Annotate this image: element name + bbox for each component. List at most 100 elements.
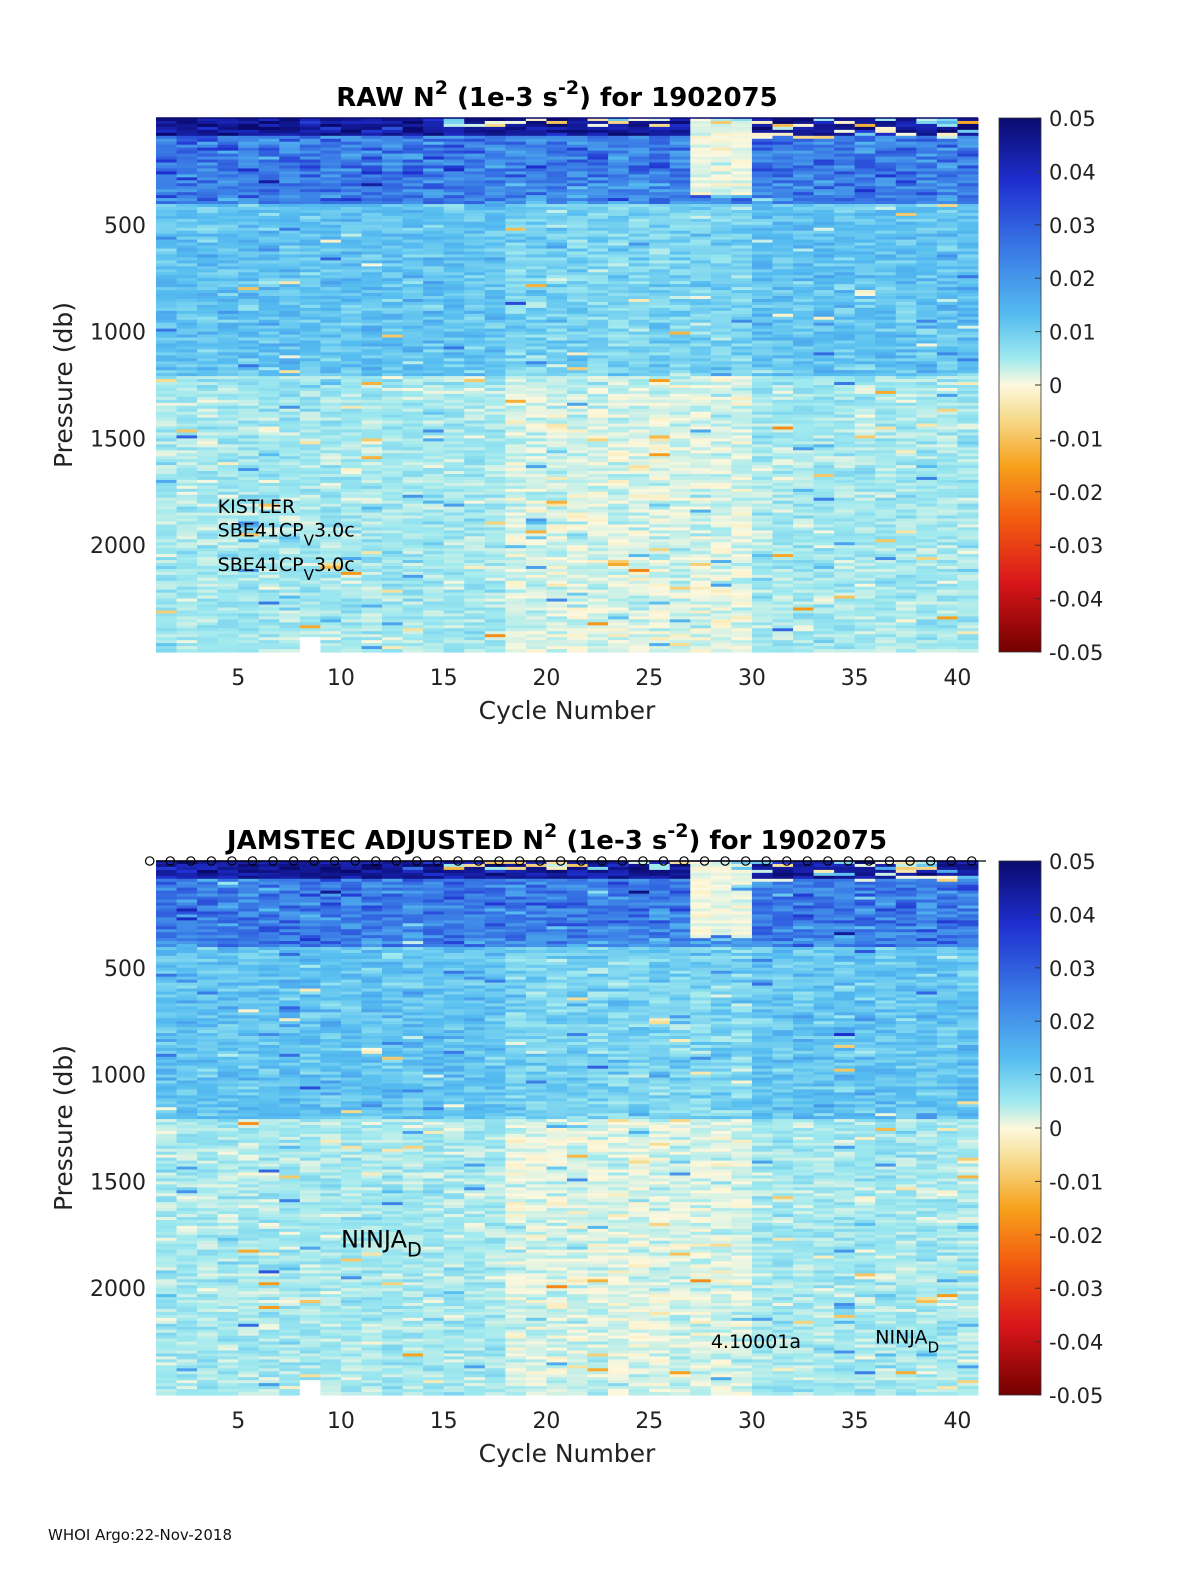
x-axis-label: Cycle Number	[479, 696, 656, 725]
y-tick-label: 1500	[90, 427, 146, 452]
cycle-marker	[432, 856, 443, 866]
colorbar	[998, 117, 1042, 653]
cycle-marker	[288, 856, 299, 866]
colorbar-tick-label: 0.01	[1049, 321, 1096, 345]
cycle-marker	[494, 856, 504, 866]
colorbar-tick-label: -0.03	[1049, 534, 1103, 558]
cycle-marker	[925, 856, 936, 866]
cycle-marker	[823, 856, 833, 866]
x-tick-label: 35	[841, 666, 869, 691]
cycle-marker	[843, 856, 854, 866]
chart-title: RAW N2 (1e-3 s-2) for 1902075	[336, 77, 778, 113]
cycle-marker	[946, 856, 956, 866]
chart-title: JAMSTEC ADJUSTED N2 (1e-3 s-2) for 19020…	[225, 820, 887, 856]
x-tick-label: 10	[327, 666, 355, 691]
colorbar-tick-label: -0.04	[1049, 1331, 1103, 1355]
x-axis-label: Cycle Number	[479, 1439, 656, 1468]
cycle-marker	[781, 856, 792, 866]
colorbar-tick-label: -0.01	[1049, 427, 1103, 451]
cycle-marker	[350, 856, 361, 866]
raw-n2-panel: RAW N2 (1e-3 s-2) for 1902075 5 10 15 20 25 30…	[49, 77, 1103, 725]
x-tick-label: 20	[532, 666, 560, 691]
colorbar-tick-label: 0	[1049, 1117, 1062, 1141]
colorbar-tick-label: -0.02	[1049, 1224, 1103, 1248]
annotation-label: NINJAD	[875, 1327, 939, 1357]
cycle-marker	[679, 856, 689, 866]
cycle-marker	[514, 856, 525, 866]
footer-credit: WHOI Argo:22-Nov-2018	[48, 1526, 232, 1544]
cycle-marker	[905, 856, 915, 866]
cycle-marker	[268, 856, 278, 866]
annotation-label: SBE41CPV3.0c	[218, 520, 355, 550]
colorbar-tick-label: -0.05	[1049, 1384, 1103, 1408]
adjusted-n2-panel: JAMSTEC ADJUSTED N2 (1e-3 s-2) for 19020…	[49, 820, 1103, 1468]
annotation-label: SBE41CPV3.0c	[218, 554, 355, 584]
cycle-marker	[576, 856, 587, 866]
colorbar-tick-label: 0.04	[1049, 160, 1096, 184]
cycle-marker	[473, 856, 484, 866]
cycle-marker	[206, 856, 217, 866]
cycle-marker	[370, 856, 381, 866]
cycle-marker	[412, 856, 422, 866]
cycle-marker	[555, 856, 566, 866]
x-tick-label: 40	[943, 666, 971, 691]
heatmap-cells	[156, 118, 979, 653]
cycle-marker	[720, 856, 730, 866]
x-tick-label: 10	[327, 1409, 355, 1434]
colorbar-tick-label: -0.05	[1049, 641, 1103, 665]
colorbar-tick-label: 0.01	[1049, 1064, 1096, 1088]
cycle-marker	[391, 856, 402, 866]
cycle-marker	[247, 856, 258, 866]
colorbar-tick-label: 0.04	[1049, 903, 1096, 927]
annotation-label: KISTLER	[218, 496, 296, 518]
colorbar-tick-label: -0.02	[1049, 481, 1103, 505]
cycle-marker	[802, 856, 813, 866]
cycle-marker	[227, 856, 237, 866]
cycle-marker	[309, 856, 319, 866]
x-tick-label: 35	[841, 1409, 869, 1434]
colorbar-tick-label: 0.03	[1049, 957, 1096, 981]
y-axis-label: Pressure (db)	[49, 1045, 78, 1211]
colorbar-tick-label: 0.03	[1049, 214, 1096, 238]
colorbar-tick-label: -0.03	[1049, 1277, 1103, 1301]
y-tick-label: 500	[104, 957, 146, 982]
colorbar-tick-label: 0.05	[1049, 107, 1096, 131]
cycle-marker	[884, 856, 895, 866]
y-axis-label: Pressure (db)	[49, 302, 78, 468]
cycle-marker	[761, 856, 772, 866]
cycle-marker	[165, 856, 176, 866]
cycle-marker	[740, 856, 751, 866]
x-tick-label: 25	[635, 1409, 663, 1434]
cycle-marker	[638, 856, 648, 866]
x-tick-label: 30	[738, 666, 766, 691]
cycle-marker	[144, 856, 155, 866]
y-tick-label: 2000	[90, 1277, 146, 1302]
colorbar-tick-label: -0.01	[1049, 1170, 1103, 1194]
cycle-marker	[329, 856, 340, 866]
cycle-marker	[966, 856, 977, 866]
colorbar-tick-label: 0.02	[1049, 1010, 1096, 1034]
x-tick-label: 5	[231, 666, 245, 691]
cycle-marker	[186, 856, 196, 866]
annotation-label: NINJAD	[341, 1226, 422, 1262]
cycle-marker	[658, 856, 669, 866]
y-tick-label: 2000	[90, 534, 146, 559]
x-tick-label: 40	[943, 1409, 971, 1434]
colorbar-tick-label: 0	[1049, 374, 1062, 398]
x-tick-label: 5	[231, 1409, 245, 1434]
y-tick-label: 500	[104, 214, 146, 239]
cycle-marker	[453, 856, 463, 866]
x-tick-label: 15	[430, 666, 458, 691]
x-tick-label: 30	[738, 1409, 766, 1434]
colorbar	[998, 860, 1042, 1396]
colorbar-tick-label: 0.05	[1049, 850, 1096, 874]
y-tick-label: 1000	[90, 1064, 146, 1089]
x-tick-label: 15	[430, 1409, 458, 1434]
y-tick-label: 1000	[90, 321, 146, 346]
x-tick-label: 20	[532, 1409, 560, 1434]
x-tick-label: 25	[635, 666, 663, 691]
colorbar-tick-label: 0.02	[1049, 267, 1096, 291]
cycle-marker	[699, 856, 710, 866]
cycle-marker	[617, 856, 628, 866]
